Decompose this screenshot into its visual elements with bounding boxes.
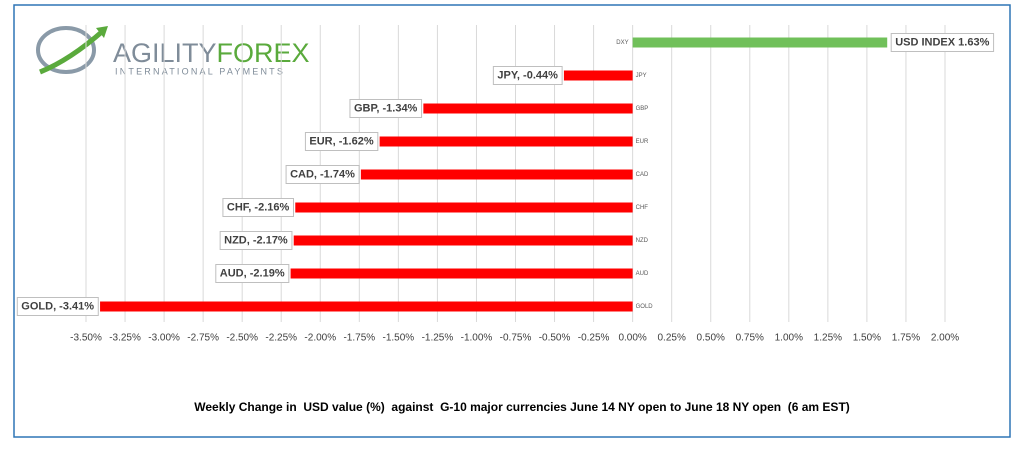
- logo-brand: AGILITYFOREX: [113, 38, 310, 68]
- data-label-box: [222, 198, 294, 217]
- x-tick-label: -2.25%: [265, 333, 297, 344]
- x-tick-label: 0.50%: [697, 333, 725, 344]
- category-label: EUR: [636, 139, 649, 145]
- logo-globe: [36, 26, 96, 74]
- chart-title: Weekly Change in USD value (%) against G…: [194, 400, 850, 414]
- x-tick-label: 0.00%: [618, 333, 646, 344]
- category-label: CHF: [636, 205, 649, 211]
- bar: [632, 37, 888, 48]
- data-label: GBP, -1.34%: [354, 102, 418, 114]
- x-tick-label: -1.75%: [343, 333, 375, 344]
- data-label-box: [304, 132, 379, 151]
- data-label: EUR, -1.62%: [309, 135, 373, 147]
- x-tick-label: 1.00%: [775, 333, 803, 344]
- x-tick-label: 1.25%: [814, 333, 842, 344]
- x-tick-label: -0.25%: [578, 333, 610, 344]
- x-tick-label: -1.25%: [422, 333, 454, 344]
- x-tick-label: 0.25%: [658, 333, 686, 344]
- x-tick-label: -2.00%: [304, 333, 336, 344]
- logo-arrow: [39, 28, 106, 75]
- bar: [290, 268, 633, 279]
- data-label-box: [492, 66, 563, 85]
- category-label: NZD: [636, 238, 649, 244]
- plot: DXY USD INDEX 1.63% JPY JPY, -0.44% GBP GBP, …: [16, 33, 995, 316]
- data-label-box: [219, 231, 293, 250]
- x-tick-label: 0.75%: [736, 333, 764, 344]
- bar: [563, 70, 633, 81]
- data-label: CHF, -2.16%: [227, 201, 290, 213]
- data-label-box: [349, 99, 423, 118]
- category-label: GBP: [636, 106, 649, 112]
- bar: [295, 202, 633, 213]
- x-tick-label: -2.75%: [187, 333, 219, 344]
- data-label: NZD, -2.17%: [224, 234, 288, 246]
- bar: [100, 301, 633, 312]
- x-tick-label: -0.75%: [500, 333, 532, 344]
- logo-tagline: INTERNATIONAL PAYMENTS: [115, 66, 285, 76]
- bar: [293, 235, 633, 246]
- x-tick-label: -0.50%: [539, 333, 571, 344]
- x-tick-label: -1.50%: [383, 333, 415, 344]
- x-tick-label: 1.75%: [892, 333, 920, 344]
- data-label: GOLD, -3.41%: [21, 300, 94, 312]
- logo-brand-2: FOREX: [217, 38, 310, 68]
- logo: AGILITYFOREX INTERNATIONAL PAYMENTS: [36, 26, 310, 76]
- category-label: DXY: [616, 40, 628, 46]
- category-label: CAD: [636, 172, 649, 178]
- data-label: JPY, -0.44%: [497, 69, 558, 81]
- data-label-box: [890, 33, 995, 52]
- category-label: JPY: [636, 73, 647, 79]
- data-label: CAD, -1.74%: [290, 168, 355, 180]
- data-label-box: [285, 165, 360, 184]
- bar: [360, 169, 633, 180]
- category-label: AUD: [636, 271, 649, 277]
- bar: [423, 103, 633, 114]
- x-tick-label: -1.00%: [461, 333, 493, 344]
- x-tick-label: 1.50%: [853, 333, 881, 344]
- x-tick-label: -2.50%: [226, 333, 258, 344]
- bar: [379, 136, 633, 147]
- logo-brand-1: AGILITY: [113, 38, 217, 68]
- data-label: AUD, -2.19%: [220, 267, 285, 279]
- x-tick-label: -3.50%: [70, 333, 102, 344]
- x-tick-label: -3.25%: [109, 333, 141, 344]
- x-tick-label: 2.00%: [931, 333, 959, 344]
- logo-arrowhead: [96, 26, 108, 38]
- data-label: USD INDEX 1.63%: [895, 36, 989, 48]
- data-label-box: [16, 297, 99, 316]
- data-label-box: [215, 264, 290, 283]
- category-label: GOLD: [636, 304, 654, 310]
- x-tick-label: -3.00%: [148, 333, 180, 344]
